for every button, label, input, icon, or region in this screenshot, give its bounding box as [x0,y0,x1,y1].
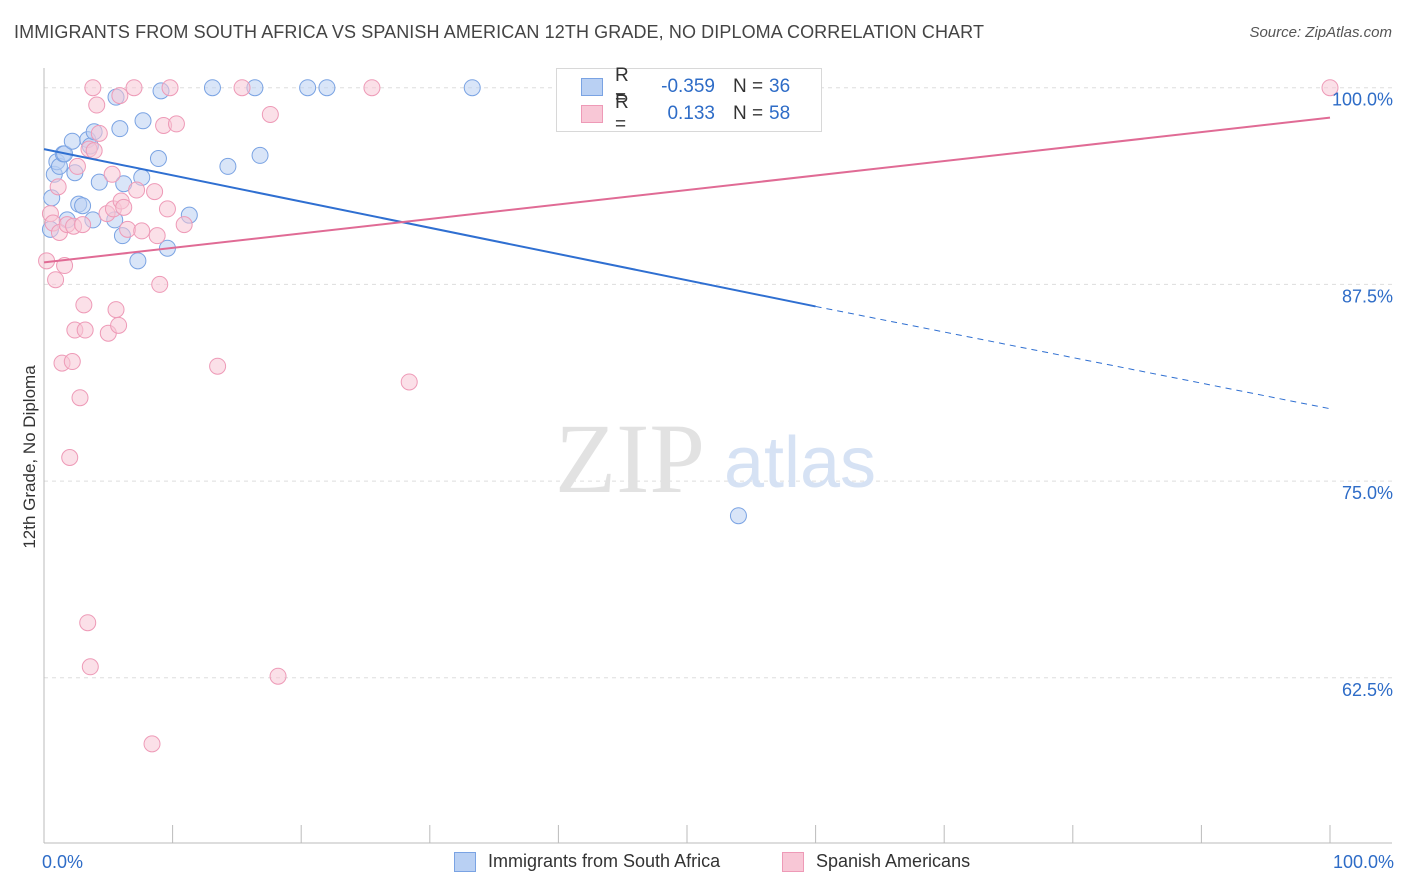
spanish-american-point [56,257,74,275]
spanish-american-point [61,449,79,466]
spanish-american-point [133,222,151,240]
south-africa-point [111,120,129,138]
watermark-atlas: atlas [724,423,876,503]
spanish-american-point [148,227,166,245]
r-label: R = [615,92,629,135]
r-label: R = [615,65,629,108]
south-africa-point [219,157,237,175]
x-tick-right: 100.0% [1332,852,1394,872]
axes [43,68,1392,844]
spanish-american-point [81,658,99,676]
south-africa-point [134,112,152,130]
legend-label: Immigrants from South Africa [488,851,721,871]
n-label: N = [733,103,764,124]
spanish-american-point [111,87,129,105]
n-value: 58 [769,103,791,124]
stats-row-pink: R = 0.133 N = 58 [581,92,791,135]
stats-row-blue: R = -0.359 N = 36 [581,65,791,108]
spanish-american-point [74,216,92,234]
chart-title: IMMIGRANTS FROM SOUTH AFRICA VS SPANISH … [14,22,985,42]
legend-item-south-africa: Immigrants from South Africa [454,851,720,872]
y-tick-label: 62.5% [1342,680,1393,700]
spanish-american-point [363,79,381,97]
south-africa-point [90,173,108,191]
stats-legend: R = -0.359 N = 36 R = 0.133 N = 58 [556,65,822,135]
pink-swatch [581,105,603,123]
spanish-american-point [143,735,161,753]
blue-swatch [581,78,603,96]
y-tick-labels: 100.0% 87.5% 75.0% 62.5% [1332,90,1393,700]
south-africa-point [463,79,481,97]
legend-label: Spanish Americans [816,851,971,871]
spanish-american-point [261,105,279,123]
spanish-american-point [400,373,418,391]
spanish-american-point [84,79,102,97]
south-africa-point [318,79,336,97]
spanish-american-point [125,79,143,97]
south-africa-point [74,197,92,215]
spanish-american-point [103,165,121,183]
blue-swatch [454,851,476,872]
y-tick-label: 100.0% [1332,90,1393,110]
source-label: Source: ZipAtlas.com [1249,24,1392,41]
data-points [38,79,1339,753]
legend-item-spanish-americans: Spanish Americans [782,851,970,872]
spanish-american-point [128,181,146,199]
spanish-american-point [85,142,103,160]
spanish-american-point [146,183,164,201]
spanish-american-point [47,271,65,289]
south-africa-point [729,507,747,525]
n-value: 36 [769,76,791,97]
n-label: N = [733,76,764,97]
spanish-american-point [119,220,137,238]
spanish-american-point [158,200,176,218]
south-africa-point [129,252,147,270]
spanish-american-point [71,389,89,407]
spanish-american-point [88,96,106,114]
south-africa-point [299,79,317,97]
x-tick-left: 0.0% [42,852,84,872]
spanish-american-point [1321,79,1339,97]
watermark-zip: ZIP [555,403,705,514]
spanish-american-point [49,178,67,196]
spanish-american-point [161,79,179,97]
spanish-american-point [115,198,133,216]
spanish-american-point [63,353,81,371]
south-africa-trend-extension [815,305,1331,410]
spanish-american-point [110,316,128,334]
south-africa-trend-line [43,148,816,308]
spanish-american-trend-line [43,116,1331,264]
pink-swatch [782,851,804,872]
south-africa-point [63,132,81,150]
r-value: 0.133 [667,103,715,124]
spanish-american-point [209,357,227,375]
spanish-american-point [107,301,125,319]
spanish-american-point [68,157,86,175]
trend-lines [43,116,1331,410]
spanish-american-point [151,275,169,293]
spanish-american-point [75,296,93,314]
south-africa-point [203,79,221,97]
spanish-american-point [90,124,108,142]
r-value: -0.359 [661,76,715,97]
y-tick-label: 87.5% [1342,286,1393,306]
spanish-american-point [233,79,251,97]
spanish-american-point [269,667,287,685]
spanish-american-point [79,614,97,632]
y-tick-label: 75.0% [1342,483,1393,503]
south-africa-point [251,146,269,164]
spanish-american-point [175,216,193,234]
spanish-american-point [76,321,94,339]
spanish-american-point [167,115,185,133]
watermark: ZIP atlas [555,403,876,514]
south-africa-point [149,150,167,168]
gridlines [44,87,1392,679]
